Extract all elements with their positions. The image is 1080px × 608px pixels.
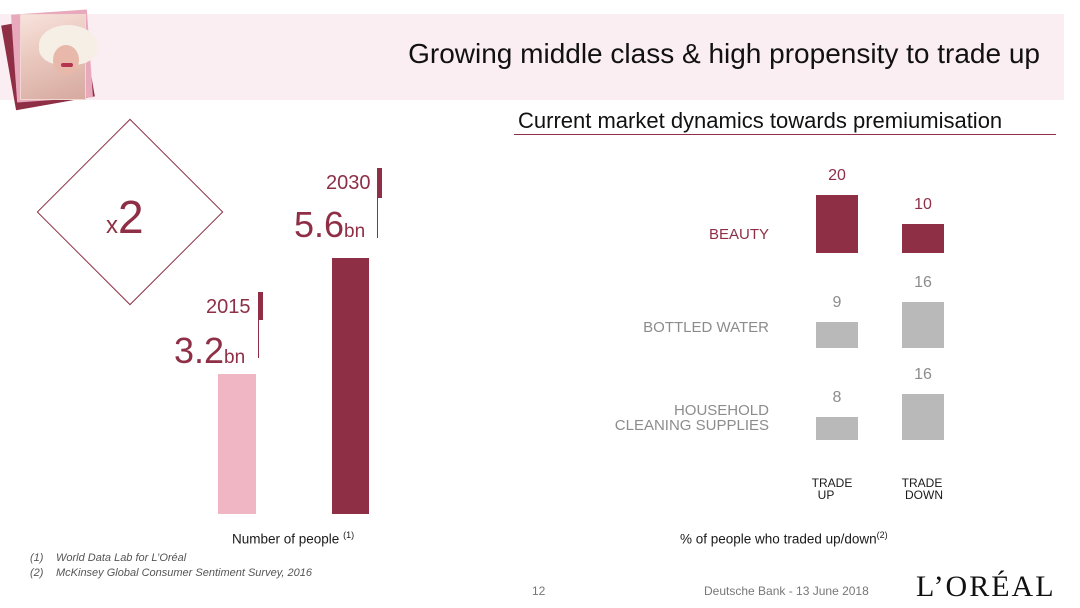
axis-label-trade-down-line2: DOWN	[905, 488, 943, 502]
axis-label-trade-down-line1: TRADE	[901, 476, 943, 490]
value-2015: 3.2bn	[174, 330, 245, 372]
subtitle-underline	[514, 134, 1056, 135]
year-label-2030: 2030	[326, 172, 371, 194]
right-caption-text: % of people who traded up/down	[680, 531, 877, 547]
category-household-line1: HOUSEHOLD	[673, 402, 769, 419]
value-2030-unit: bn	[344, 221, 366, 242]
footnote-2: (2) McKinsey Global Consumer Sentiment Su…	[30, 567, 312, 579]
value-label-beauty-trade-up: 20	[828, 167, 846, 184]
bar-household-trade-up	[816, 416, 858, 440]
right-caption-note: (2)	[876, 530, 888, 540]
loreal-logo: L’ORÉAL	[916, 570, 1056, 603]
footnote-2-text: McKinsey Global Consumer Sentiment Surve…	[56, 567, 312, 579]
category-beauty: BEAUTY	[708, 226, 769, 243]
year-label-2015: 2015	[206, 296, 251, 318]
hero-photo	[20, 14, 97, 100]
value-2015-number: 3.2	[174, 330, 225, 371]
marker-2030	[377, 168, 382, 198]
left-caption-text: Number of people	[232, 531, 340, 547]
footnote-1-num: (1)	[30, 552, 44, 564]
marker-2015	[258, 292, 263, 320]
bar-bottled-water-trade-up	[816, 321, 858, 348]
bar-2030	[332, 258, 369, 514]
bar-beauty-trade-down	[902, 224, 944, 253]
value-label-beauty-trade-down: 10	[914, 196, 932, 213]
right-caption: % of people who traded up/down(2)	[680, 530, 888, 547]
multiplier-prefix: x	[106, 212, 118, 239]
value-label-household-trade-down: 16	[914, 365, 932, 383]
category-household-line2: CLEANING SUPPLIES	[614, 417, 769, 434]
hero-image	[1, 8, 98, 111]
value-2030-number: 5.6	[294, 204, 345, 245]
header-band	[0, 14, 1064, 100]
value-label-bottled-water-trade-down: 16	[914, 273, 932, 291]
marker-line-2015	[258, 318, 259, 358]
bar-beauty-trade-up	[816, 195, 858, 253]
axis-label-trade-up-line1: TRADE	[811, 476, 853, 490]
bar-household-trade-down	[902, 393, 944, 440]
value-label-bottled-water-trade-up: 9	[832, 293, 842, 311]
page-number: 12	[532, 584, 546, 598]
value-2015-unit: bn	[224, 347, 246, 368]
multiplier-label: x2	[106, 190, 154, 243]
hero-lips	[61, 63, 73, 67]
section-subtitle: Current market dynamics towards premiumi…	[518, 108, 1003, 133]
left-caption-note: (1)	[343, 530, 355, 540]
event-label: Deutsche Bank - 13 June 2018	[704, 584, 869, 598]
category-bottled-water: BOTTLED WATER	[643, 319, 769, 336]
left-caption: Number of people (1)	[232, 530, 354, 547]
footnote-1: (1) World Data Lab for L’Oréal	[30, 552, 186, 564]
value-label-household-trade-up: 8	[832, 388, 842, 406]
bar-bottled-water-trade-down	[902, 301, 944, 348]
page-title: Growing middle class & high propensity t…	[408, 38, 1040, 69]
footnote-2-num: (2)	[30, 567, 44, 579]
value-2030: 5.6bn	[294, 204, 365, 246]
multiplier-value: 2	[118, 191, 144, 243]
axis-label-trade-up-line2: UP	[817, 488, 835, 502]
footnote-1-text: World Data Lab for L’Oréal	[56, 552, 187, 564]
hero-face	[53, 45, 79, 75]
bar-2015	[218, 374, 256, 514]
marker-line-2030	[377, 196, 378, 238]
